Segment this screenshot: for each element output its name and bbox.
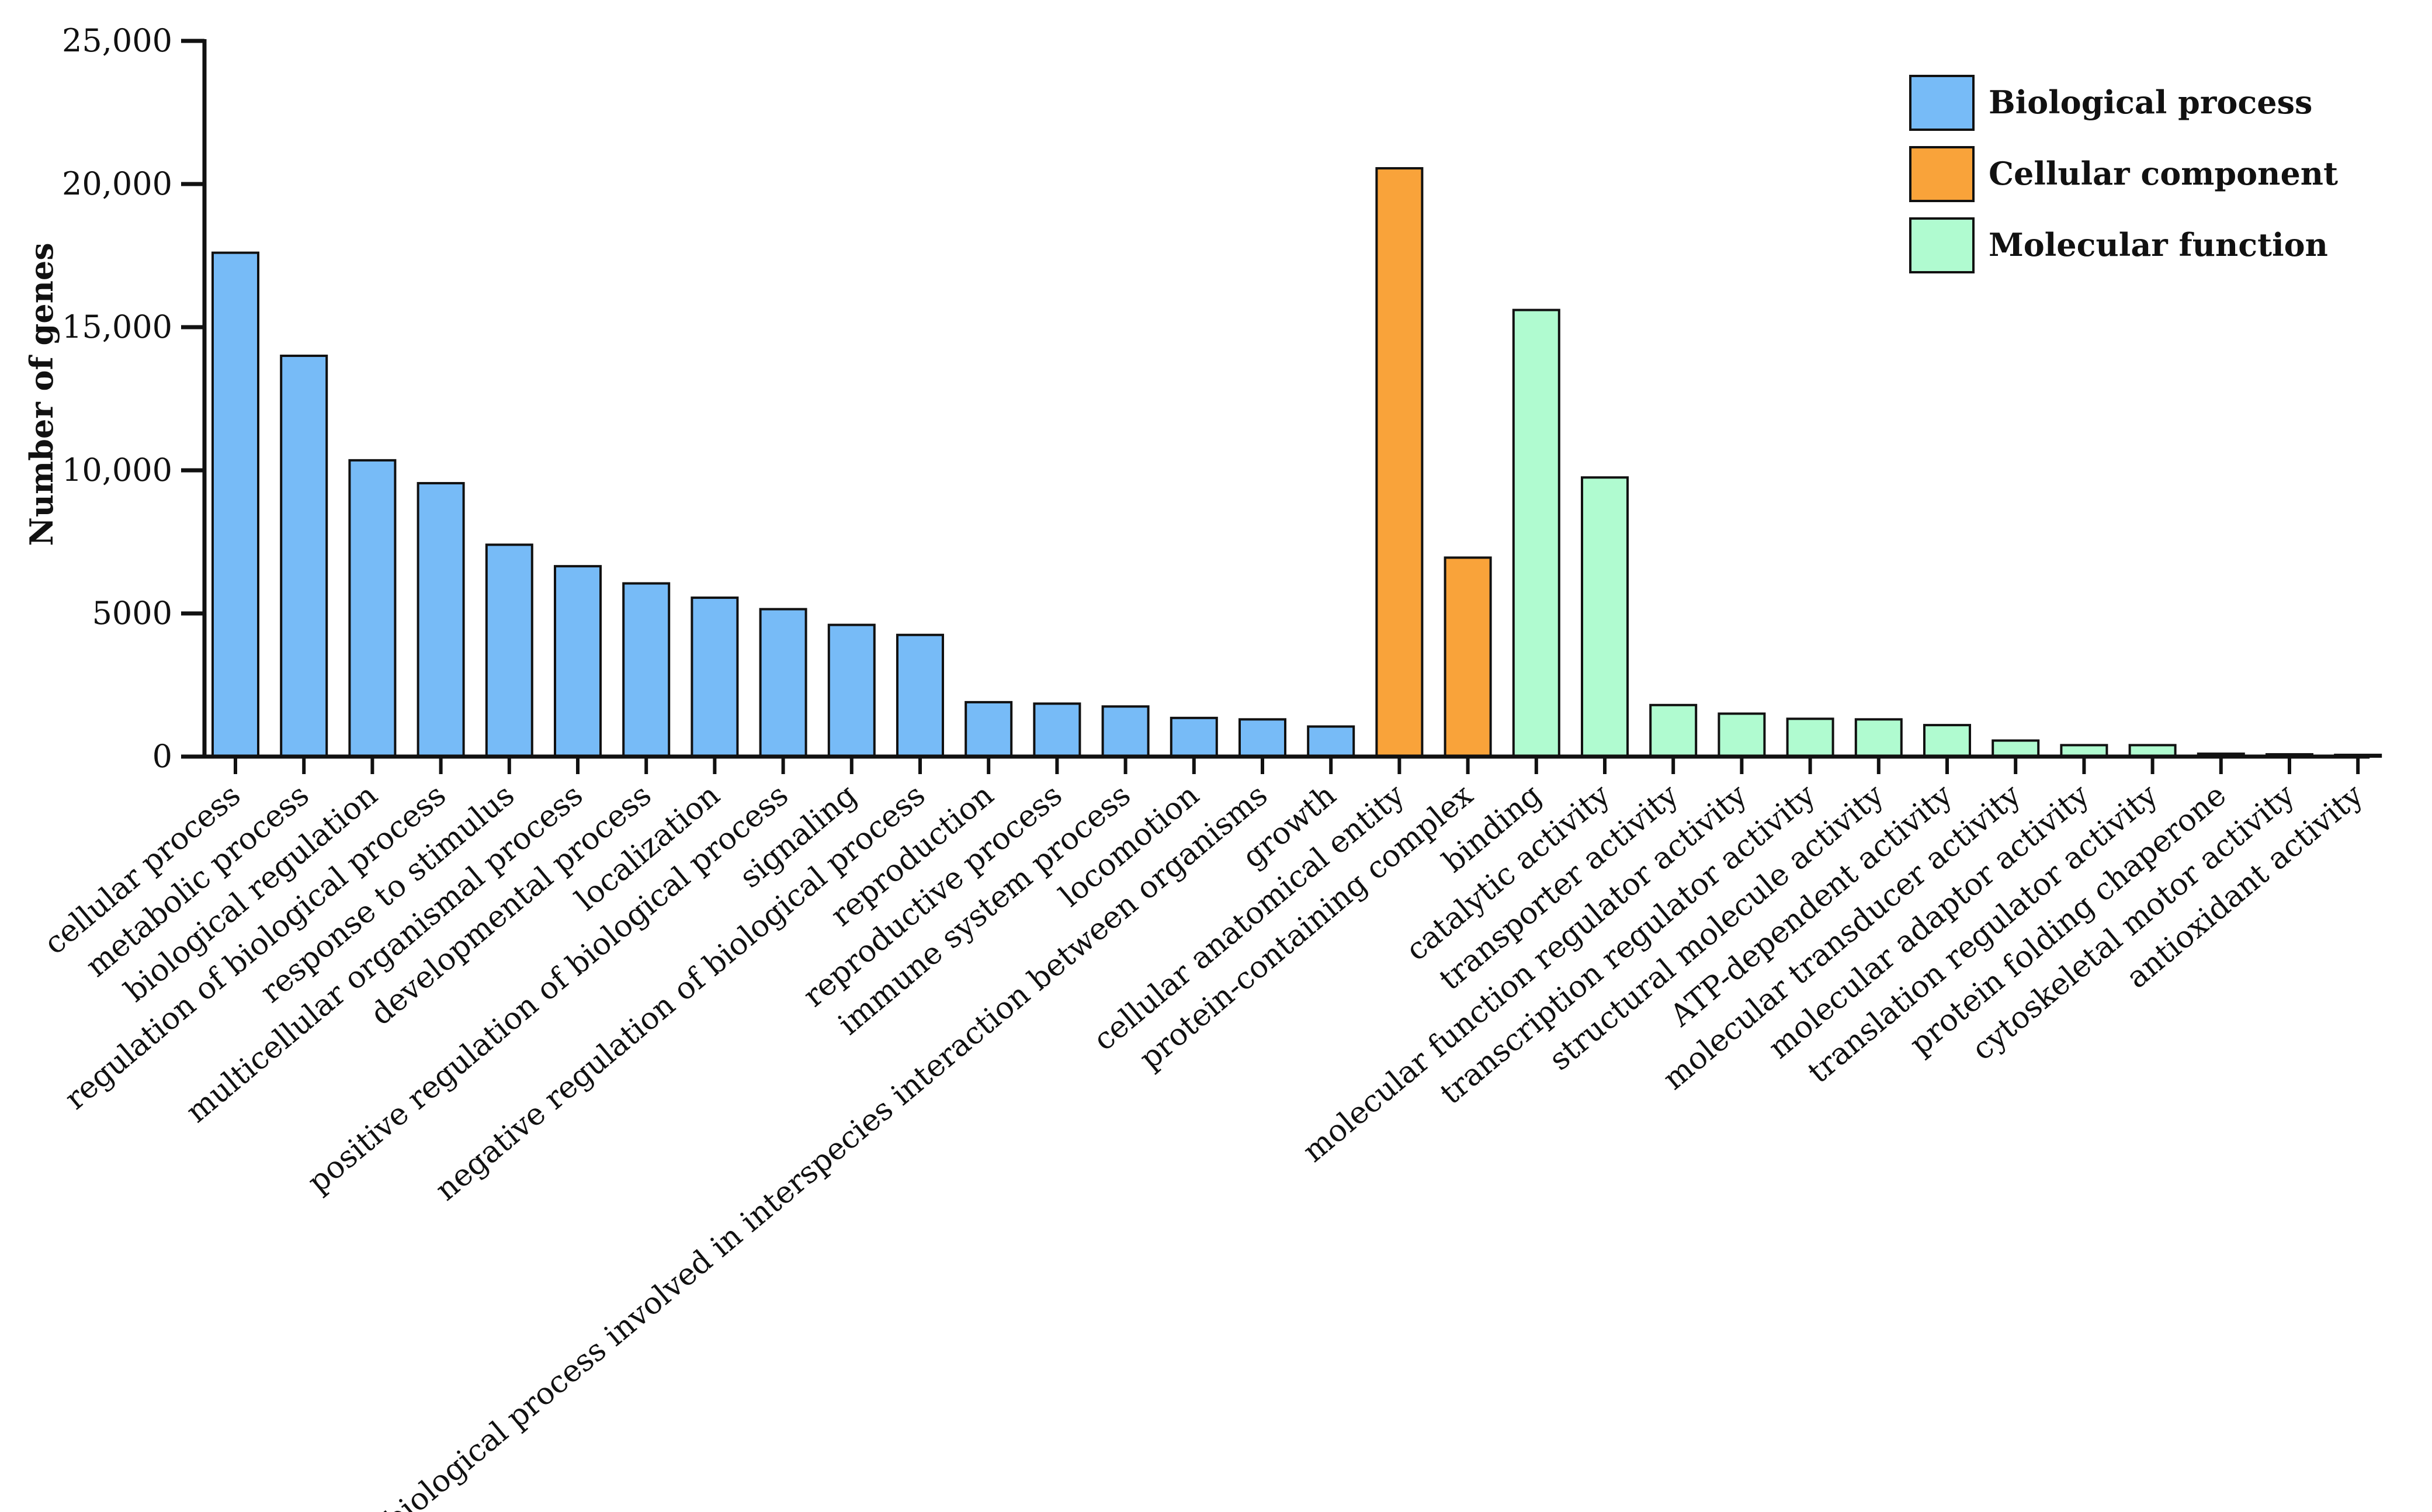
bar [348, 459, 397, 758]
bar [1581, 476, 1629, 758]
bar [1992, 739, 2040, 758]
legend-swatch [1909, 146, 1975, 202]
bar [1101, 705, 1150, 758]
bar [1375, 167, 1424, 758]
bar [622, 582, 671, 758]
legend-swatch [1909, 217, 1975, 273]
bar [759, 608, 807, 758]
bar [1033, 702, 1081, 758]
bar [1718, 712, 1766, 758]
bar [691, 597, 739, 758]
bar [1444, 556, 1492, 758]
y-tick-label: 15,000 [62, 308, 172, 345]
bar [554, 565, 602, 758]
bar [280, 355, 328, 758]
legend-label: Molecular function [1989, 226, 2328, 263]
bar [1170, 716, 1218, 758]
bar [485, 543, 533, 758]
y-axis-title: Number of genes [23, 242, 60, 546]
y-tick-label: 20,000 [62, 165, 172, 202]
bar [896, 633, 944, 758]
bar [1786, 717, 1834, 758]
axes-layer [202, 39, 2370, 759]
bar [1649, 703, 1698, 758]
legend-label: Biological process [1989, 84, 2312, 121]
y-tick-label: 10,000 [62, 452, 172, 488]
bar [827, 623, 876, 758]
bar [417, 482, 465, 758]
bar [1923, 724, 1971, 758]
bar [965, 700, 1013, 758]
bar [211, 251, 259, 758]
bar [1512, 308, 1560, 758]
y-tick-label: 25,000 [62, 22, 172, 59]
x-axis-ticks [234, 757, 2360, 774]
legend: Biological process Cellular component Mole… [1909, 75, 2338, 273]
y-axis-ticks: 0 5000 10,000 15,000 20,000 25,000 [62, 22, 204, 775]
bar [1307, 725, 1355, 758]
legend-swatch [1909, 75, 1975, 131]
legend-label: Cellular component [1989, 155, 2338, 192]
y-tick-label: 5000 [92, 595, 172, 632]
y-tick-label: 0 [152, 738, 172, 775]
bar [1238, 718, 1286, 758]
bar [1854, 718, 1903, 758]
